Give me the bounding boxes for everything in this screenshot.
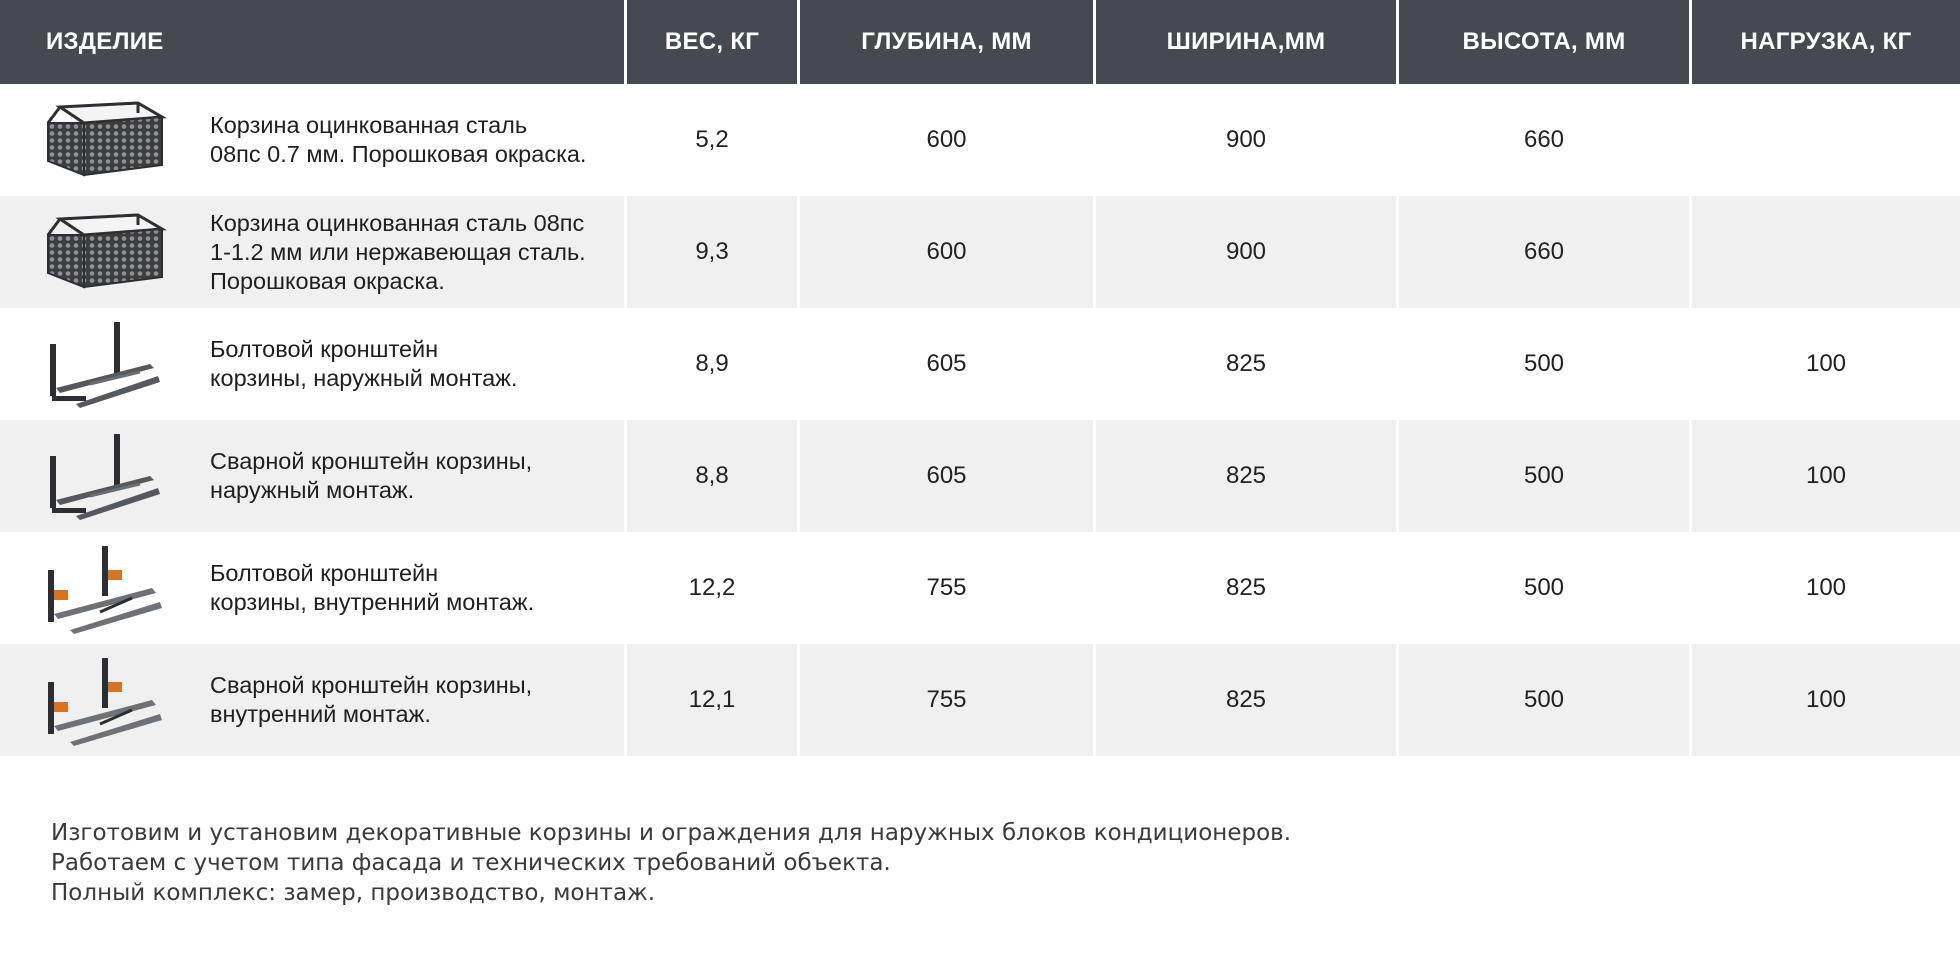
load-cell: 100 — [1692, 644, 1960, 756]
product-cell: Болтовой кронштейн корзины, внутренний м… — [0, 532, 627, 644]
height-cell: 500 — [1399, 644, 1692, 756]
table-header: ИЗДЕЛИЕ ВЕС, КГ ГЛУБИНА, ММ ШИРИНА,ММ ВЫ… — [0, 0, 1960, 84]
product-cell: Корзина оцинкованная сталь 08пс 1-1.2 мм… — [0, 196, 627, 308]
width-cell: 825 — [1096, 532, 1399, 644]
depth-cell: 755 — [800, 644, 1096, 756]
load-cell — [1692, 196, 1960, 308]
depth-cell: 605 — [800, 420, 1096, 532]
depth-cell: 600 — [800, 84, 1096, 196]
load-cell: 100 — [1692, 420, 1960, 532]
product-name: Сварной кронштейн корзины, наружный монт… — [210, 448, 533, 503]
bracket-icon — [40, 420, 200, 532]
depth-cell: 755 — [800, 532, 1096, 644]
product-name: Корзина оцинкованная сталь 08пс 1-1.2 мм… — [210, 209, 586, 294]
weight-cell: 5,2 — [627, 84, 800, 196]
weight-cell: 8,9 — [627, 308, 800, 420]
height-cell: 500 — [1399, 420, 1692, 532]
product-cell: Болтовой кронштейн корзины, наружный мон… — [0, 308, 627, 420]
table-row: Корзина оцинкованная сталь 08пс 0.7 мм. … — [0, 84, 1960, 196]
width-cell: 900 — [1096, 196, 1399, 308]
product-name: Корзина оцинкованная сталь 08пс 0.7 мм. … — [210, 112, 587, 167]
load-cell: 100 — [1805, 574, 1847, 601]
table-row: Корзина оцинкованная сталь 08пс 1-1.2 мм… — [0, 196, 1960, 308]
product-table: ИЗДЕЛИЕ ВЕС, КГ ГЛУБИНА, ММ ШИРИНА,ММ ВЫ… — [0, 0, 1960, 756]
bracket-inner-icon — [40, 532, 200, 644]
product-name: Сварной кронштейн корзины, внутренний мо… — [210, 672, 533, 727]
basket-icon — [40, 196, 200, 308]
table-row: Болтовой кронштейн корзины, наружный мон… — [0, 308, 1960, 420]
footer-text: Изготовим и установим декоративные корзи… — [51, 818, 1291, 908]
product-name: Болтовой кронштейн корзины, наружный мон… — [210, 336, 518, 391]
footer-line: Полный комплекс: замер, производство, мо… — [51, 880, 656, 906]
header-load: НАГРУЗКА, КГ — [1692, 0, 1960, 84]
width-cell: 900 — [1096, 84, 1399, 196]
load-cell — [1692, 84, 1960, 196]
header-width: ШИРИНА,ММ — [1096, 0, 1399, 84]
product-cell: Сварной кронштейн корзины, внутренний мо… — [0, 644, 627, 756]
height-cell: 660 — [1399, 196, 1692, 308]
header-depth: ГЛУБИНА, ММ — [800, 0, 1096, 84]
table-row: Сварной кронштейн корзины, наружный монт… — [0, 420, 1960, 532]
width-cell: 825 — [1096, 644, 1399, 756]
header-height: ВЫСОТА, ММ — [1399, 0, 1692, 84]
width-cell: 825 — [1096, 420, 1399, 532]
weight-cell: 9,3 — [627, 196, 800, 308]
depth-cell: 605 — [800, 308, 1096, 420]
table-row: Болтовой кронштейн корзины, внутренний м… — [0, 532, 1960, 644]
product-cell: Сварной кронштейн корзины, наружный монт… — [0, 420, 627, 532]
product-name: Болтовой кронштейн корзины, внутренний м… — [210, 560, 535, 615]
footer-line: Изготовим и установим декоративные корзи… — [51, 820, 1292, 846]
header-product: ИЗДЕЛИЕ — [0, 0, 627, 84]
width-cell: 825 — [1096, 308, 1399, 420]
product-cell: Корзина оцинкованная сталь 08пс 0.7 мм. … — [0, 84, 627, 196]
weight-cell: 8,8 — [627, 420, 800, 532]
depth-cell: 600 — [800, 196, 1096, 308]
basket-icon — [40, 84, 200, 196]
height-cell: 660 — [1399, 84, 1692, 196]
weight-cell: 12,2 — [627, 532, 800, 644]
footer-line: Работаем с учетом типа фасада и техничес… — [51, 850, 891, 876]
bracket-inner-icon — [40, 644, 200, 756]
height-cell: 500 — [1399, 308, 1692, 420]
load-cell: 100 — [1805, 350, 1847, 377]
header-weight: ВЕС, КГ — [627, 0, 800, 84]
bracket-icon — [40, 308, 200, 420]
height-cell: 500 — [1399, 532, 1692, 644]
table-row: Сварной кронштейн корзины, внутренний мо… — [0, 644, 1960, 756]
weight-cell: 12,1 — [627, 644, 800, 756]
